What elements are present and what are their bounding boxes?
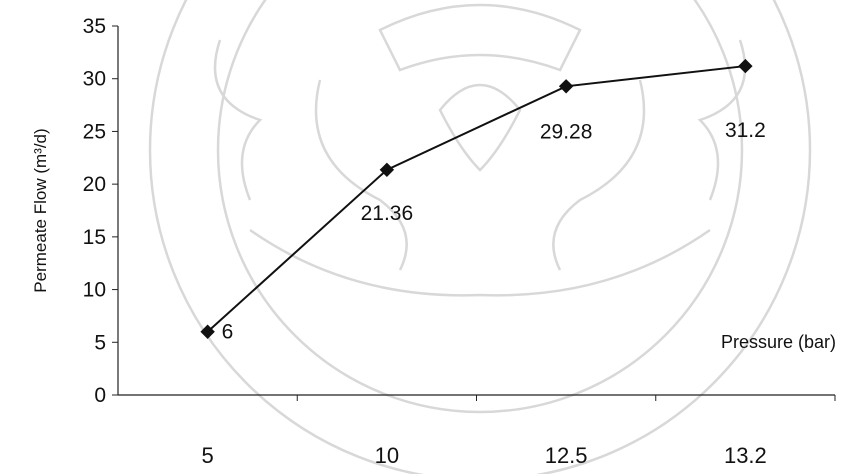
series-line <box>206 65 746 333</box>
y-tick-label: 35 <box>83 15 106 38</box>
y-tick-label: 5 <box>94 331 106 354</box>
data-point-marker <box>558 79 574 94</box>
university-watermark-seal <box>148 0 812 474</box>
data-point-marker <box>738 58 753 74</box>
data-label: 6 <box>222 321 234 344</box>
chart-labels: 0 5 10 15 20 25 30 35 5 10 12.5 13.2 Permeate Flow (… <box>31 15 836 468</box>
x-category-label: 5 <box>202 443 214 468</box>
y-tick-label: 20 <box>83 173 106 196</box>
y-tick-label: 15 <box>83 226 106 249</box>
x-axis-title: Pressure (bar) <box>721 332 836 352</box>
y-tick-label: 10 <box>83 279 106 302</box>
data-label: 29.28 <box>540 120 593 143</box>
y-axis-title: Permeate Flow (m³/d) <box>31 128 50 292</box>
x-category-label: 12.5 <box>545 443 588 468</box>
x-category-label: 10 <box>375 443 399 468</box>
y-tick-label: 0 <box>94 384 106 407</box>
data-label: 21.36 <box>361 202 414 225</box>
data-point-marker <box>379 162 395 178</box>
chart-series <box>200 58 753 339</box>
data-label: 31.2 <box>725 119 766 142</box>
y-tick-label: 25 <box>83 120 106 143</box>
x-category-label: 13.2 <box>724 443 767 468</box>
data-point-marker <box>200 324 215 339</box>
y-tick-label: 30 <box>83 68 106 91</box>
chart-ticks <box>112 25 836 401</box>
